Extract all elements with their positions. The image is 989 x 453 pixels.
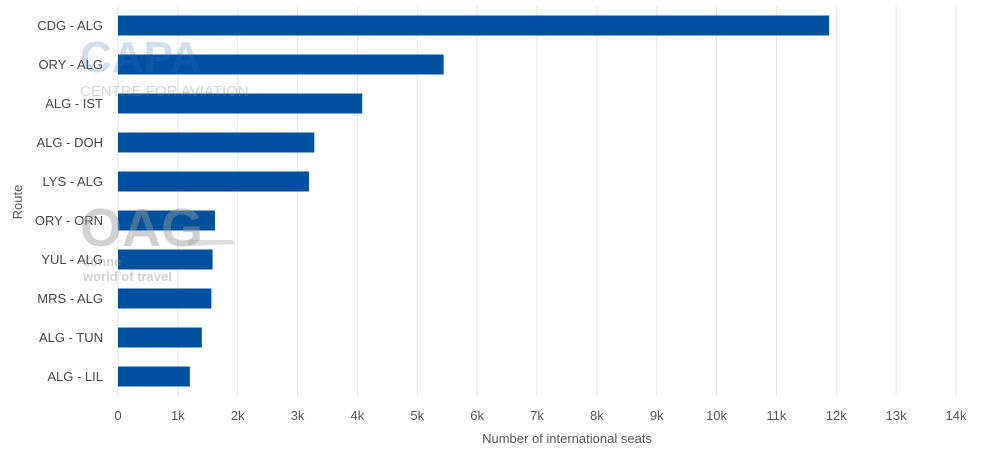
category-label: ALG - TUN [39, 330, 103, 345]
bars [118, 15, 830, 387]
x-tick-label: 0 [114, 408, 121, 423]
x-tick-label: 9k [650, 408, 664, 423]
bar[interactable] [118, 327, 202, 348]
capa-tagline: CENTRE FOR AVIATION [80, 83, 249, 100]
category-label: MRS - ALG [37, 291, 103, 306]
x-tick-label: 12k [826, 408, 847, 423]
category-label: CDG - ALG [37, 18, 103, 33]
bar[interactable] [118, 288, 212, 309]
x-tick-label: 14k [946, 408, 967, 423]
oag-watermark: OAG conne world of travel [80, 198, 236, 284]
x-tick-label: 8k [590, 408, 604, 423]
x-tick-label: 13k [886, 408, 907, 423]
x-tick-label: 10k [706, 408, 727, 423]
x-tick-label: 11k [766, 408, 786, 423]
x-axis-title: Number of international seats [482, 431, 652, 446]
category-label: ALG - IST [45, 96, 103, 111]
y-axis-title: Route [10, 185, 25, 220]
oag-logo-text: OAG [80, 198, 203, 258]
x-tick-label: 5k [410, 408, 424, 423]
category-label: ALG - LIL [47, 369, 103, 384]
x-tick-label: 2k [231, 408, 245, 423]
bar[interactable] [118, 15, 830, 36]
capa-logo-text: CAPA [80, 33, 201, 82]
bar[interactable] [118, 171, 309, 192]
x-tick-label: 3k [291, 408, 305, 423]
x-tick-label: 4k [351, 408, 365, 423]
oag-tagline-1: conne [83, 254, 121, 269]
bar[interactable] [118, 366, 190, 387]
bar[interactable] [118, 132, 315, 153]
category-label: ORY - ORN [35, 213, 103, 228]
x-tick-label: 6k [470, 408, 484, 423]
category-label: LYS - ALG [43, 174, 103, 189]
plane-icon [188, 240, 236, 246]
bar[interactable] [118, 210, 215, 231]
oag-tagline-2: world of travel [82, 269, 172, 284]
x-tick-labels: 0 1k 2k 3k 4k 5k 6k 7k 8k 9k 10k 11k 12k 13k 14k [114, 408, 967, 423]
bar[interactable] [118, 249, 213, 270]
category-label: ALG - DOH [37, 135, 103, 150]
category-label: ORY - ALG [38, 57, 103, 72]
category-label: YUL - ALG [41, 252, 103, 267]
x-tick-label: 1k [171, 408, 185, 423]
bar[interactable] [118, 54, 444, 75]
x-tick-label: 7k [530, 408, 544, 423]
category-labels: CDG - ALG ORY - ALG ALG - IST ALG - DOH LYS … [35, 18, 103, 384]
capa-watermark: CAPA CENTRE FOR AVIATION [80, 33, 249, 100]
bar[interactable] [118, 93, 363, 114]
